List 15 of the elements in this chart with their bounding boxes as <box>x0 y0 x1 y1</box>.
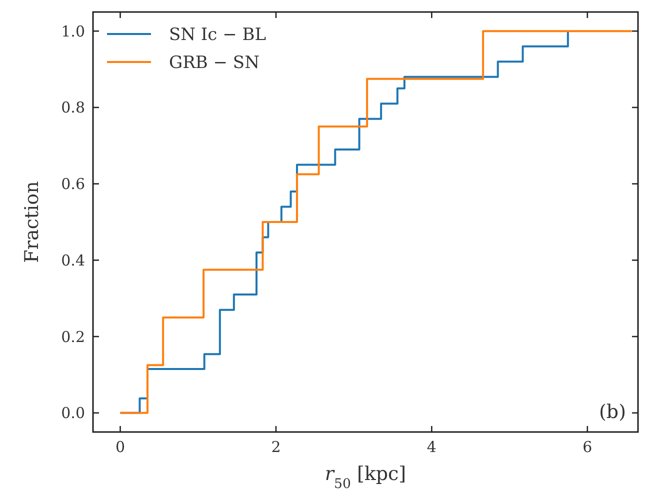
legend-label: SN Ic − BL <box>169 24 266 45</box>
y-tick-label: 0.6 <box>61 175 85 194</box>
x-tick-label: 6 <box>582 438 592 456</box>
y-tick-label: 0.4 <box>61 251 85 270</box>
y-tick-label: 1.0 <box>61 22 85 40</box>
y-axis-title: Fraction <box>21 181 43 263</box>
y-tick-label: 0.0 <box>61 404 85 422</box>
legend-label: GRB − SN <box>169 52 260 73</box>
annotation: (b) <box>599 401 626 423</box>
y-tick-label: 0.8 <box>61 98 85 117</box>
x-tick-label: 2 <box>271 438 281 456</box>
x-tick-label: 0 <box>115 438 126 456</box>
x-axis-title: r$_{50}$ [kpc] <box>324 463 406 492</box>
y-tick-label: 0.2 <box>61 328 85 346</box>
x-tick-label: 4 <box>426 438 436 456</box>
